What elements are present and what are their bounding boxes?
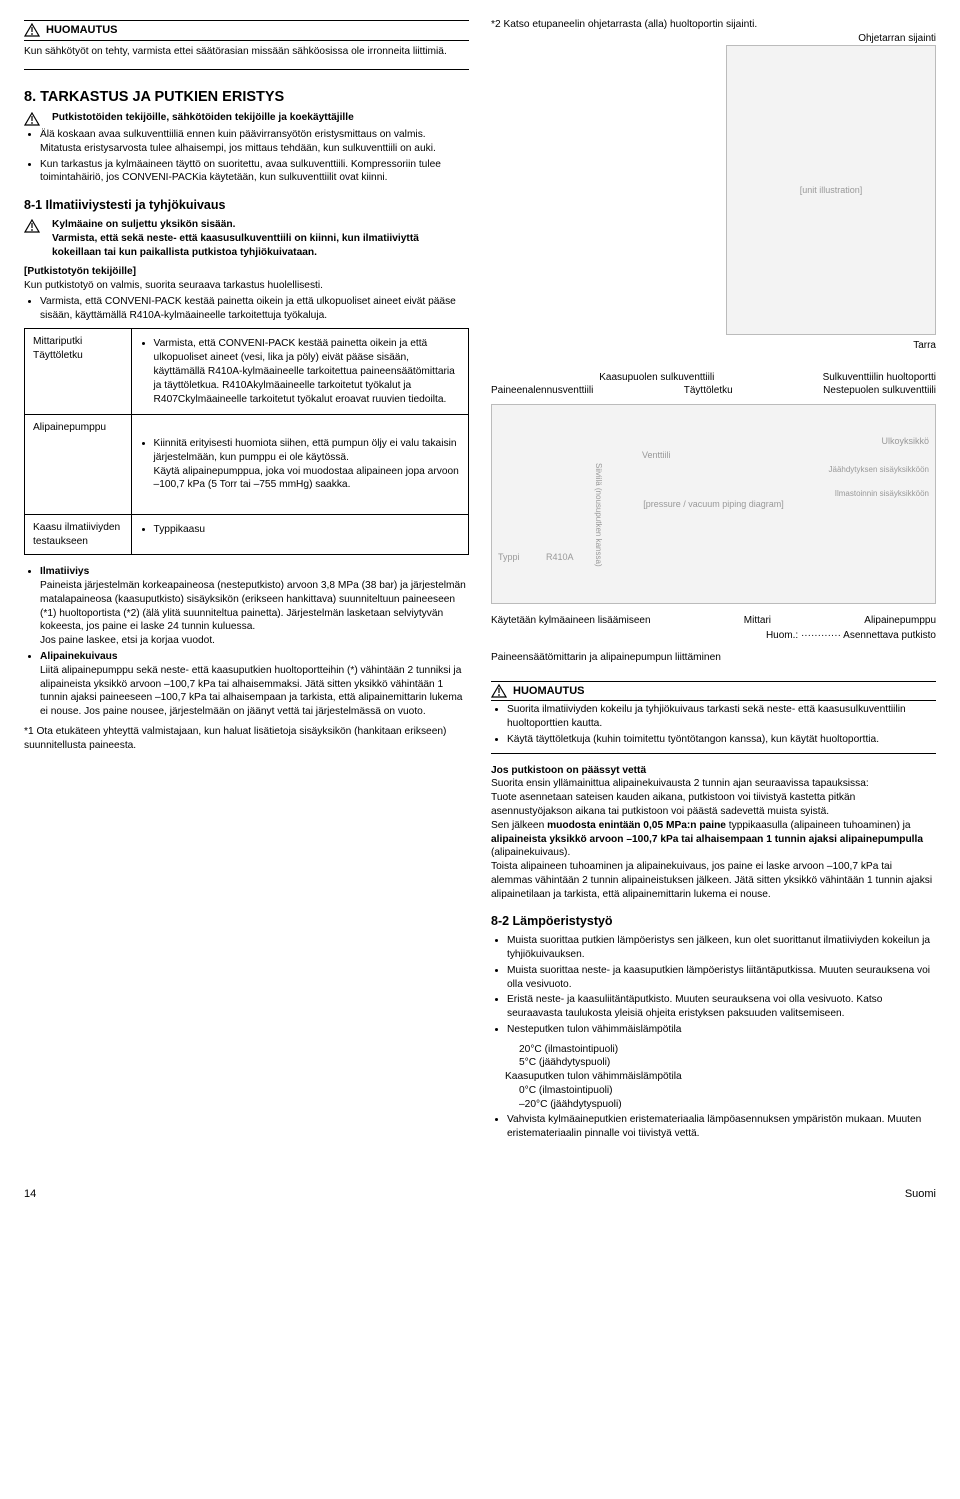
wet-head: Jos putkistoon on päässyt vettä — [491, 764, 936, 778]
right-notice-bullet: Suorita ilmatiiviyden kokeilu ja tyhjiök… — [507, 703, 936, 731]
sec8-1-bold: Kylmäaine on suljettu yksikön sisään. — [52, 219, 235, 230]
txt: alipaineista yksikkö arvoon –100,7 kPa t… — [491, 834, 923, 845]
temp: 20°C (ilmastointipuoli) — [519, 1043, 936, 1057]
warning-icon — [24, 219, 40, 233]
table-cell-label: Alipainepumppu — [25, 415, 132, 515]
diagram-caption: Paineensäätömittarin ja alipainepumpun l… — [491, 651, 936, 665]
sec8-2-bullet: Muista suorittaa putkien lämpöeristys se… — [507, 934, 936, 962]
table-cell-value: Kiinnitä erityisesti huomiota siihen, et… — [154, 437, 460, 492]
table-row: Alipainepumppu Kiinnitä erityisesti huom… — [25, 415, 469, 515]
ali-body: Liitä alipainepumppu sekä neste- että ka… — [40, 665, 462, 717]
txt: (alipainekuivaus). — [491, 847, 570, 858]
ilm-head: Ilmatiiviys — [40, 566, 89, 577]
txt: Sen jälkeen — [491, 820, 547, 831]
warning-icon — [24, 112, 40, 126]
language: Suomi — [905, 1187, 936, 1202]
dlabel: Ilmastoinnin sisäyksikköön — [835, 489, 929, 500]
wet-body3: Sen jälkeen muodosta enintään 0,05 MPa:n… — [491, 819, 936, 860]
section-8-title: 8. TARKASTUS JA PUTKIEN ERISTYS — [24, 88, 469, 108]
temp: 0°C (ilmastointipuoli) — [519, 1084, 936, 1098]
section-8-2-title: 8-2 Lämpöeristystyö — [491, 913, 936, 930]
sec8-intro: Putkistotöiden tekijöille, sähkötöiden t… — [52, 111, 354, 125]
sec8-1-subbullet: Varmista, että CONVENI-PACK kestää paine… — [40, 295, 469, 323]
sec8-2-bullet: Eristä neste- ja kaasuliitäntäputkisto. … — [507, 993, 936, 1021]
table-cell-label: Mittariputki Täyttöletku — [25, 329, 132, 415]
star1-note: *1 Ota etukäteen yhteyttä valmistajaan, … — [24, 725, 469, 753]
temp: 5°C (jäähdytyspuoli) — [519, 1056, 936, 1070]
temp: –20°C (jäähdytyspuoli) — [519, 1098, 936, 1112]
notice-label: HUOMAUTUS — [46, 23, 118, 38]
notice-header: HUOMAUTUS — [24, 23, 469, 38]
fig-label: Ohjetarran sijainti — [491, 32, 936, 46]
wet-body4: Toista alipaineen tuhoaminen ja alipaine… — [491, 860, 936, 901]
temp-head: Kaasuputken tulon vähimmäislämpötila — [505, 1070, 936, 1084]
star2-note: *2 Katso etupaneelin ohjetarrasta (alla)… — [491, 18, 936, 32]
dlabel: Nestepuolen sulkuventtiili — [823, 384, 936, 398]
right-notice-bullet: Käytä täyttöletkuja (kuhin toimitettu ty… — [507, 733, 936, 747]
dlabel: Venttiili — [642, 449, 671, 461]
table-cell-label: Kaasu ilmatiiviyden testaukseen — [25, 514, 132, 555]
dlabel: R410A — [546, 551, 574, 563]
warning-icon — [491, 684, 507, 698]
page-number: 14 — [24, 1187, 36, 1202]
dlabel: Typpi — [498, 551, 520, 563]
piping-diagram: Typpi R410A Siiviilä (nousuputken kanssa… — [491, 404, 936, 604]
dlabel: Käytetään kylmäaineen lisäämiseen — [491, 614, 651, 628]
sec8-1-subline: Kun putkistotyö on valmis, suorita seura… — [24, 279, 469, 293]
sec8-bullet: Älä koskaan avaa sulkuventtiiliä ennen k… — [40, 128, 469, 156]
dlabel: Täyttöletku — [684, 384, 733, 398]
notice-header: HUOMAUTUS — [491, 684, 936, 699]
table-row: Kaasu ilmatiiviyden testaukseen Typpikaa… — [25, 514, 469, 555]
table-cell-value: Varmista, että CONVENI-PACK kestää paine… — [154, 337, 460, 406]
sec8-2-bullet: Muista suorittaa neste- ja kaasuputkien … — [507, 964, 936, 992]
tarra-label: Tarra — [913, 339, 936, 353]
section-8-1-title: 8-1 Ilmatiiviystesti ja tyhjökuivaus — [24, 197, 469, 214]
dlabel: Jäähdytyksen sisäyksikköön — [829, 465, 930, 476]
sec8-2-last-bullet: Vahvista kylmäaineputkien eristemateriaa… — [507, 1113, 936, 1141]
wet-body2: Tuote asennetaan sateisen kauden aikana,… — [491, 791, 936, 819]
sec8-1-subhead: [Putkistotyön tekijöille] — [24, 265, 469, 279]
dlabel: Mittari — [744, 614, 771, 628]
dlabel: Kaasupuolen sulkuventtiili — [599, 371, 714, 385]
sec8-bullet: Kun tarkastus ja kylmäaineen täyttö on s… — [40, 158, 469, 186]
dlabel: Huom.: ············ Asennettava putkisto — [491, 629, 936, 643]
notice-label: HUOMAUTUS — [513, 684, 585, 699]
table-row: Mittariputki Täyttöletku Varmista, että … — [25, 329, 469, 415]
table-cell-value: Typpikaasu — [154, 523, 460, 537]
warning-icon — [24, 23, 40, 37]
ali-head: Alipainekuivaus — [40, 651, 118, 662]
dlabel: Alipainepumppu — [864, 614, 936, 628]
tools-table: Mittariputki Täyttöletku Varmista, että … — [24, 328, 469, 555]
wet-body1: Suorita ensin yllämainittua alipainekuiv… — [491, 777, 936, 791]
dlabel: Ulkoyksikkö — [881, 435, 929, 447]
txt: typpikaasulla (alipaineen tuhoaminen) ja — [726, 820, 911, 831]
ilm-body: Paineista järjestelmän korkeapaineosa (n… — [40, 580, 466, 646]
dlabel: Paineenalennusventtiili — [491, 384, 593, 398]
sec8-2-bullet: Nesteputken tulon vähimmäislämpötila — [507, 1023, 936, 1037]
dlabel: Sulkuventtiilin huoltoportti — [823, 371, 936, 385]
dlabel: Siiviilä (nousuputken kanssa) — [592, 463, 603, 567]
txt: muodosta enintään 0,05 MPa:n paine — [547, 820, 726, 831]
unit-illustration: [unit illustration] — [726, 45, 936, 335]
sec8-1-line2: Varmista, että sekä neste- että kaasusul… — [52, 233, 419, 258]
top-left-notice: Kun sähkötyöt on tehty, varmista ettei s… — [24, 45, 469, 59]
